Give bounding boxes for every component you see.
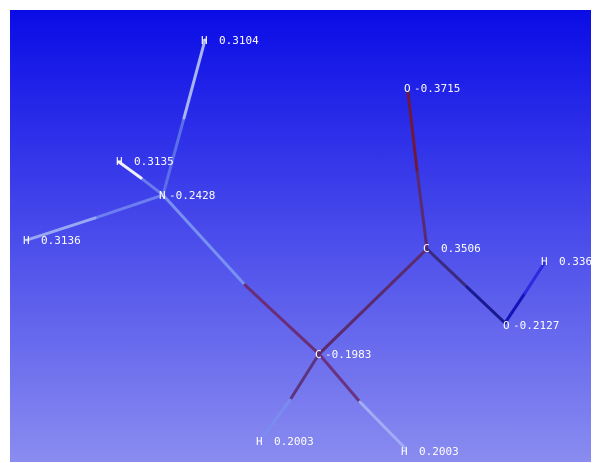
atom-charge: 0.3104 xyxy=(219,34,259,47)
viewport xyxy=(10,10,591,462)
atom-element: C xyxy=(423,242,430,255)
bond xyxy=(317,352,362,404)
bond xyxy=(117,160,143,180)
bond xyxy=(93,193,165,220)
atom-charge: -0.1983 xyxy=(325,348,371,361)
atom-element: C xyxy=(315,348,322,361)
atom-charge: -0.2428 xyxy=(169,189,215,202)
bond xyxy=(25,216,97,242)
atom-charge: -0.3715 xyxy=(414,82,460,95)
bond xyxy=(503,291,527,325)
bond xyxy=(465,285,507,325)
bond xyxy=(317,247,429,356)
atom-element: H xyxy=(23,234,30,247)
atom-charge: -0.2127 xyxy=(513,319,559,332)
atom-charge: 0.2003 xyxy=(419,445,459,458)
bond xyxy=(182,38,207,120)
atom-charge: 0.3365 xyxy=(559,255,599,268)
bond xyxy=(161,116,186,197)
bond xyxy=(243,283,321,356)
atom-charge: 0.2003 xyxy=(274,435,314,448)
atom-charge: 0.3136 xyxy=(41,234,81,247)
bond xyxy=(523,260,547,295)
atom-element: H xyxy=(116,155,123,168)
bond xyxy=(415,168,429,251)
bond xyxy=(358,400,407,450)
atom-labels: H 0.3104 H 0.3135 N -0.2428 H 0.3136 C -… xyxy=(23,34,599,458)
bond xyxy=(406,90,419,172)
atom-element: H xyxy=(256,435,263,448)
bond xyxy=(288,352,321,402)
atom-element: O xyxy=(503,319,510,332)
atom-element: O xyxy=(404,82,411,95)
bond xyxy=(139,176,165,197)
bond xyxy=(161,193,247,287)
bonds xyxy=(25,38,547,450)
atom-element: H xyxy=(201,34,208,47)
atom-element: N xyxy=(159,189,166,202)
bond xyxy=(425,247,469,289)
atom-element: 0.3135 xyxy=(134,155,174,168)
atom-element: H xyxy=(401,445,408,458)
atom-element: H xyxy=(541,255,548,268)
bond xyxy=(260,398,292,440)
atom-charge: 0.3506 xyxy=(441,242,481,255)
